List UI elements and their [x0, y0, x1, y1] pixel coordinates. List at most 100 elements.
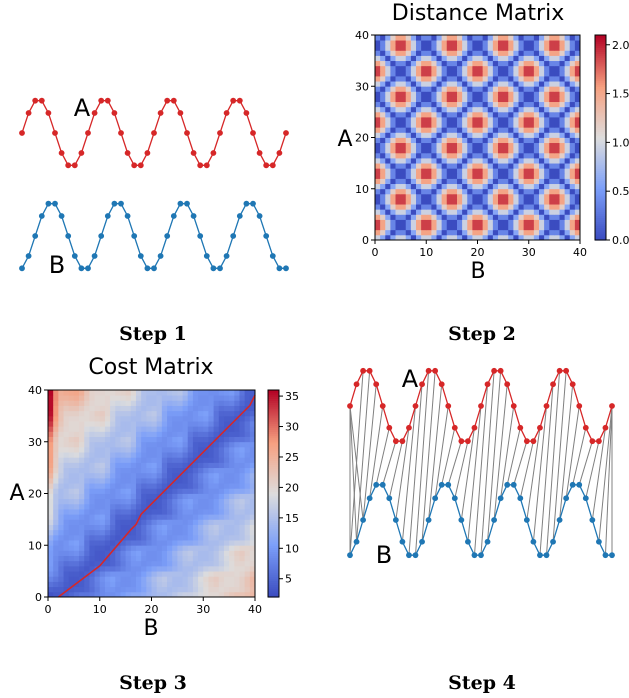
cost-cell	[141, 477, 147, 484]
distance-cell	[513, 76, 519, 82]
cost-cell	[89, 477, 95, 484]
cost-cell	[79, 436, 85, 443]
cost-cell	[58, 509, 64, 515]
distance-cell	[533, 101, 540, 108]
distance-cell	[539, 55, 545, 62]
cost-matrix-title: Cost Matrix	[88, 355, 213, 380]
distance-cell	[513, 204, 519, 210]
distance-cell	[390, 209, 396, 215]
series-b-point	[91, 253, 98, 259]
cost-cell	[141, 431, 147, 437]
cost-cell	[203, 462, 209, 469]
cost-cell	[203, 514, 209, 520]
cost-cell	[125, 436, 132, 443]
cost-cell	[125, 591, 132, 598]
cost-cell	[110, 472, 116, 479]
distance-cell	[508, 209, 514, 215]
cost-cell	[208, 400, 214, 406]
distance-cell	[462, 55, 468, 62]
distance-cell	[498, 178, 504, 185]
distance-cell	[554, 91, 560, 97]
distance-cell	[482, 183, 489, 190]
cost-cell	[234, 400, 240, 406]
cost-cell	[141, 576, 147, 582]
cost-cell	[172, 555, 178, 562]
cost-cell	[203, 524, 209, 531]
cost-cell	[177, 498, 183, 505]
cost-cell	[208, 436, 214, 443]
cost-cell	[120, 586, 127, 593]
cost-cell	[58, 519, 64, 525]
distance-cell	[395, 76, 402, 82]
alignment-link	[578, 441, 593, 485]
distance-cell	[390, 214, 396, 220]
distance-cell	[375, 86, 381, 92]
distance-cell	[472, 45, 478, 51]
distance-cell	[508, 111, 514, 118]
distance-cell	[446, 209, 453, 215]
distance-cell	[467, 152, 473, 159]
distance-cell	[431, 40, 437, 46]
cost-cell	[172, 565, 178, 572]
cost-cell	[156, 400, 163, 406]
distance-cell	[467, 76, 473, 82]
cost-cell	[239, 581, 246, 588]
cost-cell	[218, 472, 225, 479]
cost-cell	[161, 503, 168, 510]
distance-cell	[533, 137, 540, 144]
cost-cell	[208, 488, 214, 494]
distance-cell	[451, 76, 458, 82]
cost-cell	[229, 550, 235, 556]
aligned-a-point	[379, 403, 386, 409]
cost-cell	[63, 545, 70, 551]
aligned-b-point	[478, 552, 484, 559]
distance-cell	[431, 70, 437, 77]
distance-cell	[544, 117, 550, 123]
distance-cell	[380, 117, 386, 123]
distance-cell	[477, 91, 484, 97]
aligned-b-point	[366, 495, 373, 502]
distance-cell	[441, 224, 448, 231]
cost-cell	[99, 446, 106, 453]
distance-cell	[518, 199, 525, 205]
distance-cell	[503, 183, 509, 190]
distance-cell	[431, 142, 437, 149]
distance-cell	[498, 168, 504, 174]
aligned-a-point	[471, 424, 478, 431]
cost-cell	[213, 395, 220, 401]
cost-cell	[151, 529, 158, 536]
distance-cell	[431, 158, 437, 164]
distance-cell	[380, 106, 386, 113]
cost-cell	[79, 457, 85, 463]
distance-cell	[482, 60, 489, 67]
cost-cell	[130, 519, 137, 525]
distance-cell	[533, 35, 540, 41]
cost-cell	[177, 571, 183, 577]
cost-cell	[94, 467, 101, 474]
distance-cell	[559, 40, 566, 46]
cost-cell	[244, 436, 251, 443]
cost-cell	[84, 446, 90, 453]
distance-cell	[390, 40, 396, 46]
cost-cell	[130, 467, 137, 474]
cost-cell	[63, 405, 70, 412]
cost-cell	[239, 405, 246, 412]
distance-cell	[441, 35, 448, 41]
distance-cell	[508, 168, 514, 174]
cost-cell	[110, 410, 116, 417]
series-a-point	[111, 110, 118, 116]
distance-cell	[441, 96, 448, 103]
distance-cell	[457, 163, 463, 169]
cost-cell	[223, 462, 230, 469]
distance-cell	[421, 111, 427, 118]
distance-cell	[467, 193, 473, 200]
distance-cell	[410, 158, 417, 164]
cost-cell	[115, 571, 121, 577]
cost-cell	[53, 415, 59, 422]
distance-cell	[569, 188, 576, 195]
series-a-point	[203, 162, 210, 169]
cost-cell	[187, 493, 194, 500]
cost-cell	[68, 493, 75, 500]
distance-cell	[559, 55, 566, 62]
cost-cell	[99, 576, 106, 582]
